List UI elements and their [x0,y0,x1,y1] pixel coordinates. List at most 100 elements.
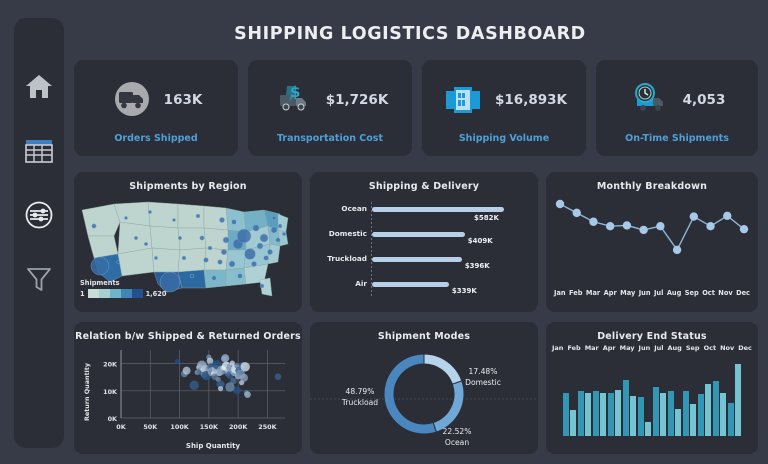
month-tick: Jan [552,344,564,352]
status-title: Delivery End Status [597,331,707,342]
kpi-value: 163K [163,91,203,108]
status-bar [562,392,569,436]
bar-fill [372,282,449,287]
status-bar [600,392,607,436]
status-bar [675,408,682,436]
map-legend: Shipments 1 1,620 [80,279,166,298]
donut-label-ocean: 22.52% Ocean [442,427,472,447]
scatter-title: Relation b/w Shipped & Returned Orders [75,331,301,342]
svg-text:50K: 50K [143,423,158,431]
legend-ramp [87,289,143,298]
shipments-by-region-card[interactable]: Shipments by Region Shipments 1 1,620 [74,172,302,312]
month-tick: Jun [638,289,651,297]
svg-text:0K: 0K [116,423,126,431]
month-tick: Dec [738,344,752,352]
status-bar [727,402,734,436]
shipped-returned-card[interactable]: Relation b/w Shipped & Returned Orders 0… [74,322,302,454]
legend-min: 1 [80,289,85,298]
bar-row: Air $339K [310,273,538,298]
status-bar [667,391,674,436]
status-bar [577,391,584,436]
month-tick: Jan [554,289,566,297]
home-icon[interactable] [22,70,56,104]
bar-category-label: Truckload [327,254,367,263]
shipping-delivery-card[interactable]: Shipping & Delivery Ocean $582K Domestic $4… [310,172,538,312]
line-chart-x-axis: Jan Feb Mar Apr May Jun Jul Aug Sep Oct Nov Dec [546,289,758,297]
bar-axis-line [371,202,372,298]
svg-text:20K: 20K [103,361,118,369]
status-bar [690,404,697,436]
kpi-card-on-time-shipments[interactable]: 4,053 On-Time Shipments [596,60,758,156]
shipment-modes-card[interactable]: Shipment Modes 17.48% Domestic 48.79% Truc… [310,322,538,454]
kpi-value: 4,053 [682,91,726,108]
filter-funnel-icon[interactable] [22,262,56,296]
bar-track [372,257,462,262]
month-tick: Feb [569,289,583,297]
month-tick: May [619,344,635,352]
donut-label-domestic: 17.48% Domestic [465,367,501,387]
month-tick: Sep [685,344,700,352]
line-chart-title: Monthly Breakdown [596,181,708,192]
legend-max: 1,620 [145,289,167,298]
kpi-label: Shipping Volume [458,133,550,144]
kpi-value: $1,726K [325,91,389,108]
status-bar [705,384,712,436]
kpi-card-transportation-cost[interactable]: $ $1,726K Transportation Cost [248,60,412,156]
month-tick: Jul [653,289,664,297]
status-bar [697,394,704,436]
kpi-label: Orders Shipped [114,133,198,144]
table-icon[interactable] [22,134,56,168]
bar-category-label: Air [355,279,367,288]
month-tick: Jun [638,344,651,352]
status-x-axis: Jan Feb Mar Apr May Jun Jul Aug Sep Oct Nov Dec [546,342,758,352]
delivery-end-status-card[interactable]: Delivery End Status Jan Feb Mar Apr May Jun Ju… [546,322,758,454]
bar-fill [372,207,504,212]
horizontal-bar-chart: Ocean $582K Domestic $409K Truckload $396K Air… [310,198,538,300]
kpi-card-orders-shipped[interactable]: 163K Orders Shipped [74,60,238,156]
monthly-breakdown-card[interactable]: Monthly Breakdown Jan Feb Mar Apr May Jun Jul A… [546,172,758,312]
month-tick: Oct [702,289,715,297]
scatter-chart: 0K 10K 20K 0K 50K 100K 150K 200K 250K Return Quan… [83,350,285,450]
month-tick: Apr [602,344,616,352]
kpi-card-shipping-volume[interactable]: $16,893K Shipping Volume [422,60,586,156]
month-tick: Mar [585,289,601,297]
us-map[interactable]: Shipments 1 1,620 [74,192,302,302]
bar-value-label: $409K [467,237,493,245]
status-bar [637,397,644,436]
status-bar [585,392,592,436]
svg-text:150K: 150K [200,423,219,431]
svg-text:10K: 10K [103,388,118,396]
month-tick: Nov [720,344,735,352]
map-svg [81,201,289,297]
kpi-label: On-Time Shipments [625,133,729,144]
status-bar [682,391,689,436]
bar-track [372,282,449,287]
sidebar [14,18,64,448]
bar-chart-title: Shipping & Delivery [368,181,480,192]
transportation-cost-icon: $ [272,80,316,120]
bar-category-label: Ocean [341,204,367,213]
bar-track [372,232,465,237]
svg-text:Return Quantity: Return Quantity [83,362,91,421]
status-bar [652,387,659,436]
bar-value-label: $396K [464,262,490,270]
delivery-truck-icon [110,80,154,120]
donut-svg [310,353,538,435]
status-bar [735,364,742,436]
legend-title: Shipments [80,279,120,287]
bar-fill [372,257,462,262]
status-bar [592,391,599,436]
month-tick: May [620,289,636,297]
status-bar [720,392,727,436]
status-bar [712,381,719,436]
month-tick: Dec [736,289,750,297]
bar-row: Truckload $396K [310,248,538,273]
status-bar [607,392,614,436]
status-bar [660,392,667,436]
settings-sliders-icon[interactable] [22,198,56,232]
month-tick: Feb [567,344,581,352]
month-tick: Jul [654,344,664,352]
month-tick: Oct [703,344,717,352]
bar-fill [372,232,465,237]
